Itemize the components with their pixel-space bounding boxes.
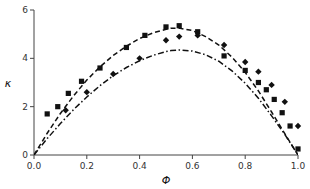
x-tick — [298, 155, 299, 159]
square-point — [287, 123, 292, 128]
diamond-point — [268, 82, 274, 88]
x-tick — [86, 155, 87, 159]
chart: 0.0 0.2 0.4 0.6 0.8 1.0 0 2 4 6 Φκ — [0, 0, 310, 189]
diamond-point — [163, 37, 169, 43]
x-tick-label: 0.6 — [185, 161, 200, 171]
square-point — [221, 53, 226, 58]
diamond-point — [295, 123, 301, 129]
curve — [34, 28, 298, 155]
axes: 0.0 0.2 0.4 0.6 0.8 1.0 0 2 4 6 — [22, 5, 305, 171]
square-point — [243, 68, 248, 73]
diamond-point — [242, 59, 248, 65]
square-point — [177, 23, 182, 28]
x-tick — [139, 155, 140, 159]
diamond-point — [221, 42, 227, 48]
points — [45, 23, 302, 151]
y-tick — [30, 106, 34, 107]
y-tick — [30, 58, 34, 59]
x-tick — [192, 155, 193, 159]
square-point — [163, 24, 168, 29]
square-point — [97, 65, 102, 70]
diamond-point — [136, 55, 142, 61]
y-tick-label: 6 — [22, 5, 28, 15]
square-point — [272, 97, 277, 102]
diamond-point — [176, 33, 182, 39]
square-point — [55, 104, 60, 109]
curve — [34, 50, 298, 155]
y-tick — [30, 155, 34, 156]
square-point — [295, 146, 300, 151]
diamond-point — [62, 107, 68, 113]
diamond-point — [110, 71, 116, 77]
diamond-point — [194, 32, 200, 38]
square-point — [256, 80, 261, 85]
x-tick-label: 0.4 — [132, 161, 147, 171]
y-tick — [30, 10, 34, 11]
lines — [34, 28, 298, 155]
y-tick-label: 2 — [22, 102, 28, 112]
x-tick-label: 0.2 — [80, 161, 94, 171]
y-tick-label: 0 — [22, 150, 28, 160]
x-axis-label: Φ — [162, 174, 171, 187]
x-tick — [245, 155, 246, 159]
y-axis-line — [34, 10, 35, 155]
x-tick-label: 1.0 — [291, 161, 306, 171]
y-tick-label: 4 — [22, 53, 28, 63]
diamond-point — [255, 68, 261, 74]
x-axis-line — [34, 155, 298, 156]
square-point — [66, 91, 71, 96]
x-tick-label: 0.0 — [27, 161, 42, 171]
diamond-point — [282, 99, 288, 105]
x-tick — [34, 155, 35, 159]
square-point — [124, 45, 129, 50]
y-axis-label: κ — [5, 77, 12, 90]
square-point — [142, 33, 147, 38]
diamond-point — [84, 89, 90, 95]
square-point — [79, 79, 84, 84]
square-point — [264, 87, 269, 92]
x-tick-label: 0.8 — [238, 161, 253, 171]
square-point — [280, 110, 285, 115]
square-point — [45, 111, 50, 116]
